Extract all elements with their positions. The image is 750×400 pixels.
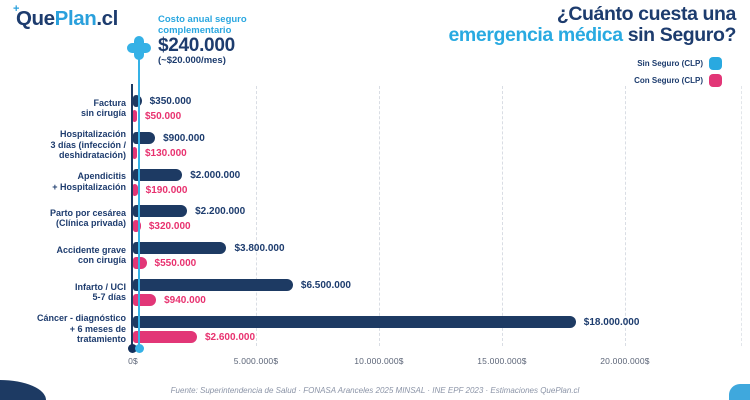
value-label-sin-seguro: $6.500.000 (300, 280, 351, 291)
value-label-con-seguro: $50.000 (145, 111, 182, 122)
bar-chart: Factura sin cirugía $350.000 $50.000 Hospit… (0, 86, 750, 386)
y-axis-line (131, 84, 133, 348)
value-label-sin-seguro: $2.000.000 (190, 169, 241, 181)
bar-con-seguro (133, 220, 141, 233)
value-label-sin-seguro: $900.000 (163, 132, 205, 144)
category-label: Apendicitis + Hospitalización (52, 171, 126, 192)
category-label: Parto por cesárea (Clínica privada) (49, 207, 126, 229)
value-label-con-seguro: $940.000 (164, 295, 206, 306)
title-rest: sin Seguro? (622, 24, 737, 46)
x-tick-label: 0$ (128, 356, 138, 366)
axis-end-dot (128, 344, 137, 353)
callout-label: Costo anual seguro complementario (158, 14, 247, 36)
category-label: Accidente grave con cirugía (56, 244, 126, 266)
bar-sin-seguro (133, 279, 293, 291)
x-tick-label: 10.000.000$ (354, 356, 404, 366)
bar-con-seguro (133, 110, 137, 122)
x-tick-label: 5.000.000$ (233, 356, 279, 366)
callout-per-month: (~$20.000/mes) (158, 55, 226, 66)
logo-text-plan: Plan (54, 7, 97, 30)
gridline (379, 86, 380, 346)
gridline (741, 86, 742, 346)
insurance-cost-marker-line (137, 58, 140, 350)
title-highlight: emergencia médica (448, 24, 623, 46)
page-title: ¿Cuánto cuesta una emergencia médica sin… (448, 4, 736, 46)
bar-sin-seguro (133, 205, 188, 218)
source-footnote: Fuente: Superintendencia de Salud · FONA… (170, 386, 580, 395)
value-label-sin-seguro: $18.000.000 (583, 316, 640, 328)
category-label: Cáncer - diagnóstico + 6 meses de tratam… (36, 313, 126, 345)
bar-sin-seguro (133, 168, 183, 181)
bar-con-seguro (133, 294, 157, 306)
gridline (256, 86, 257, 346)
value-label-sin-seguro: $2.200.000 (195, 206, 246, 218)
value-label-con-seguro: $2.600.000 (204, 331, 256, 343)
title-line1: ¿Cuánto cuesta una (556, 3, 737, 25)
queplan-logo: + QuePlan.cl (13, 3, 118, 31)
value-label-sin-seguro: $350.000 (149, 96, 192, 107)
logo-plus-icon: + (13, 3, 20, 15)
category-label: Hospitalización 3 días (infección / desh… (50, 129, 126, 161)
x-tick-label: 20.000.000$ (600, 356, 650, 366)
logo-text-cl: .cl (96, 7, 118, 30)
title-line2: emergencia médica sin Seguro? (448, 25, 736, 46)
bar-sin-seguro (133, 95, 142, 107)
legend-swatch-cyan (709, 57, 722, 70)
logo-text-que: Que (16, 7, 55, 30)
value-label-con-seguro: $320.000 (148, 221, 191, 233)
legend-item-sin-seguro: Sin Seguro (CLP) (637, 57, 722, 70)
legend-label: Sin Seguro (CLP) (637, 59, 703, 68)
gridline (502, 86, 503, 346)
gridline (625, 86, 626, 346)
value-label-con-seguro: $550.000 (154, 258, 197, 270)
bar-con-seguro (133, 146, 137, 159)
bar-sin-seguro (133, 242, 227, 255)
value-label-con-seguro: $190.000 (145, 184, 188, 196)
value-label-sin-seguro: $3.800.000 (234, 243, 285, 255)
legend-item-con-seguro: Con Seguro (CLP) (634, 74, 722, 87)
corner-shape-cyan (729, 384, 750, 400)
bar-sin-seguro (133, 131, 156, 144)
value-label-con-seguro: $130.000 (145, 147, 187, 159)
insurance-cost-marker-dot (134, 344, 144, 353)
legend-label: Con Seguro (CLP) (634, 76, 703, 85)
bar-sin-seguro (133, 315, 576, 328)
category-label: Infarto / UCI 5-7 días (75, 281, 126, 303)
x-tick-label: 15.000.000$ (477, 356, 527, 366)
legend-swatch-pink (709, 74, 722, 87)
callout-amount: $240.000 (158, 35, 235, 56)
legend: Sin Seguro (CLP) Con Seguro (CLP) (634, 57, 722, 87)
category-label: Factura sin cirugía (80, 97, 126, 119)
bar-con-seguro (133, 183, 138, 196)
medical-cross-icon (127, 36, 151, 60)
bar-con-seguro (133, 330, 197, 343)
